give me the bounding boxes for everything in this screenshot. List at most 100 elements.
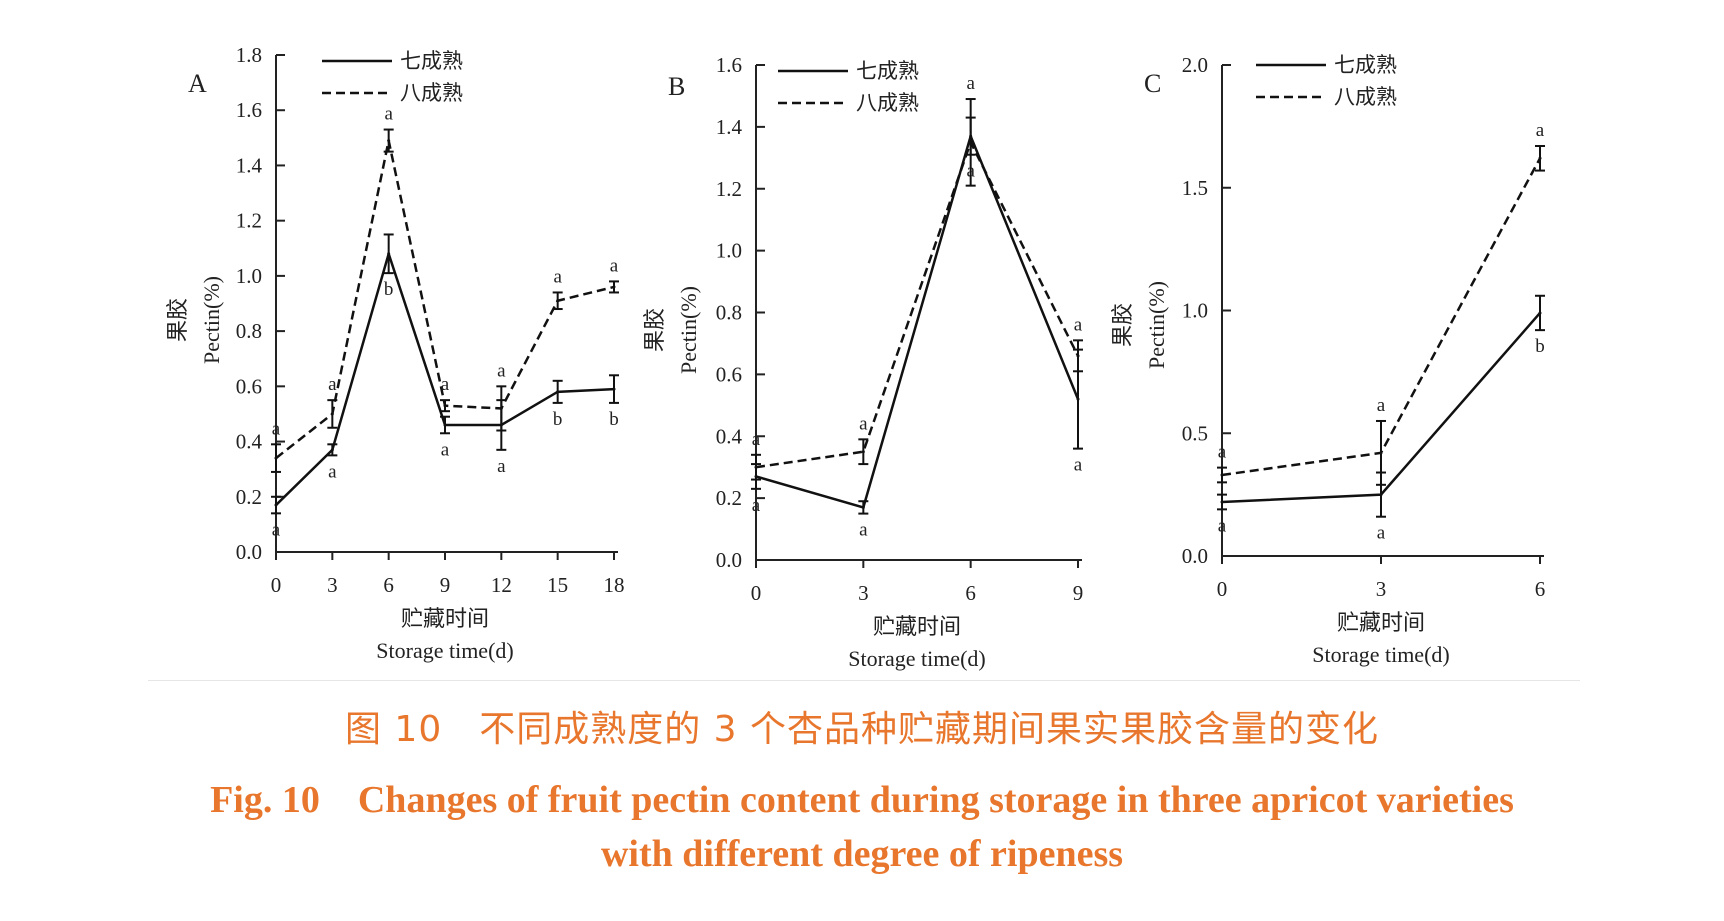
panel-a-legend-series2: 八成熟 <box>400 81 463 105</box>
panel-b-x-tick-label: 3 <box>858 581 869 605</box>
panel-c-legend-series1: 七成熟 <box>1334 53 1397 77</box>
panel-a-y-tick-label: 0.0 <box>236 540 262 564</box>
panel-a-letter: A <box>188 69 207 98</box>
panel-a-series-1-point <box>274 503 278 507</box>
panel-b-y-tick-label: 1.4 <box>716 115 743 139</box>
panel-c-ylabel-zh: 果胶 <box>1110 303 1135 347</box>
panel-a-series-1-point <box>443 423 447 427</box>
panel-a-y-tick-label: 0.8 <box>236 319 262 343</box>
panel-b-series-1-sig-letter: a <box>859 520 868 541</box>
panel-b-x-tick-label: 6 <box>965 581 976 605</box>
panel-c-letter: C <box>1144 69 1161 98</box>
panel-b-series-2-point <box>1076 354 1080 358</box>
panel-a-series-2-sig-letter: a <box>553 266 562 287</box>
panel-b-y-tick-label: 1.0 <box>716 239 742 263</box>
panel-b-ylabel-en: Pectin(%) <box>676 286 701 374</box>
panel-a-y-tick-label: 1.6 <box>236 98 262 122</box>
panel-c-x-tick-label: 3 <box>1376 577 1387 601</box>
panel-c-series-2-sig-letter: a <box>1377 395 1386 416</box>
panel-b-x-tick-label: 9 <box>1073 581 1084 605</box>
panel-b-series-1-sig-letter: a <box>1074 455 1083 476</box>
panel-b-y-tick-label: 1.6 <box>716 53 742 77</box>
panel-b-series-2-point <box>861 450 865 454</box>
caption-english-line2: with different degree of ripeness <box>600 833 1124 875</box>
panel-c-series-1-sig-letter: b <box>1535 336 1545 357</box>
panel-a-xlabel-en: Storage time(d) <box>376 638 513 663</box>
panel-b-y-tick-label: 1.2 <box>716 177 742 201</box>
panel-c-series-1-point <box>1379 493 1383 497</box>
panel-b-series-2-sig-letter: a <box>752 429 761 450</box>
panel-a-legend-series1: 七成熟 <box>400 49 463 73</box>
figure-charts: 0.0 0.2 0.4 0.6 0.8 1.0 1.2 1.4 1.6 1.8 0 3 6 9 12 15 18… <box>165 43 1545 671</box>
panel-a-y-tick-label: 0.6 <box>236 374 262 398</box>
panel-a-x-tick-label: 9 <box>440 573 451 597</box>
caption-english-line1: Fig. 10 Changes of fruit pectin content … <box>210 779 1514 821</box>
panel-a-series-2-sig-letter: a <box>384 104 393 125</box>
panel-a-series-2-point <box>330 412 334 416</box>
panel-c-x-tick-label: 0 <box>1217 577 1228 601</box>
panel-b-series-2-sig-letter: a <box>859 413 868 434</box>
panel-b-series-2-line <box>755 139 1080 469</box>
panel-b-x-tick-label: 0 <box>751 581 762 605</box>
panel-b-y-tick-label: 0.2 <box>716 486 742 510</box>
panel-c-series-2-sig-letter: a <box>1536 120 1545 141</box>
panel-b-ylabel-zh: 果胶 <box>642 308 667 352</box>
panel-b-xlabel-en: Storage time(d) <box>848 646 985 671</box>
panel-c-y-tick-label: 0.5 <box>1182 421 1208 445</box>
panel-a-y-tick-label: 1.4 <box>236 153 263 177</box>
panel-b-xlabel-zh: 贮藏时间 <box>873 614 961 639</box>
panel-a-series-2-sig-letter: a <box>441 374 450 395</box>
panel-a-y-tick-label: 1.0 <box>236 264 262 288</box>
caption-chinese: 图 10 不同成熟度的 3 个杏品种贮藏期间果实果胶含量的变化 <box>344 709 1380 750</box>
panel-a-series-2-point <box>556 299 560 303</box>
panel-c-series-2-point <box>1220 473 1224 477</box>
panel-a-y-tick-label: 0.2 <box>236 485 262 509</box>
panel-a-series-2-point <box>387 139 391 143</box>
panel-a-x-tick-label: 3 <box>327 573 338 597</box>
panel-a-series-1-sig-letter: a <box>328 461 337 482</box>
panel-a-series-1-sig-letter: a <box>441 439 450 460</box>
panel-a-y-tick-label: 1.2 <box>236 209 262 233</box>
panel-a-series-1-sig-letter: b <box>553 409 563 430</box>
panel-a-series-1-sig-letter: b <box>384 279 394 300</box>
panel-a-series-1-sig-letter: a <box>497 456 506 477</box>
panel-b-legend-series2: 八成熟 <box>856 91 919 115</box>
panel-a-ylabel-zh: 果胶 <box>165 298 190 342</box>
panel-b-series-1-sig-letter: a <box>752 495 761 516</box>
panel-b-y-tick-label: 0.8 <box>716 301 742 325</box>
panel-b-series-1-point <box>861 505 865 509</box>
panel-a-series-2-sig-letter: a <box>272 418 281 439</box>
panel-a-series-2-sig-letter: a <box>328 374 337 395</box>
panel-c-y-tick-label: 1.5 <box>1182 176 1208 200</box>
panel-c-series-1-point <box>1220 500 1224 504</box>
panel-c-xlabel-zh: 贮藏时间 <box>1337 610 1425 635</box>
panel-a-y-tick-label: 0.4 <box>236 430 263 454</box>
panel-a-y-tick-label: 1.8 <box>236 43 262 67</box>
panel-a-x-tick-label: 15 <box>547 573 568 597</box>
panel-a-ylabel-en: Pectin(%) <box>199 276 224 364</box>
panel-a-series-1-point <box>612 387 616 391</box>
panel-a-series-2-point <box>612 285 616 289</box>
panel-c-ylabel-en: Pectin(%) <box>1144 281 1169 369</box>
panel-a-series-2-sig-letter: a <box>497 360 506 381</box>
panel-c-series-2-sig-letter: a <box>1218 442 1227 463</box>
panel-c-series-2-point <box>1538 156 1542 160</box>
panel-c-y-tick-label: 2.0 <box>1182 53 1208 77</box>
panel-b-letter: B <box>668 72 685 101</box>
panel-b-series-2-point <box>969 140 973 144</box>
panel-c-y-tick-label: 1.0 <box>1182 299 1208 323</box>
panel-b-legend-series1: 七成熟 <box>856 59 919 83</box>
panel-c-series-2-point <box>1379 451 1383 455</box>
panel-c-series-1-sig-letter: a <box>1218 515 1227 536</box>
panel-b-series-1-line <box>755 132 1080 509</box>
panel-a-x-tick-label: 6 <box>383 573 394 597</box>
panel-a-series-1-point <box>387 252 391 256</box>
panel-b-y-tick-label: 0.6 <box>716 362 742 386</box>
panel-b-y-tick-label: 0.4 <box>716 424 743 448</box>
panel-a-series-2-point <box>443 404 447 408</box>
panel-c-xlabel-en: Storage time(d) <box>1312 642 1449 667</box>
panel-b-y-tick-label: 0.0 <box>716 548 742 572</box>
panel-c-y-tick-label: 0.0 <box>1182 544 1208 568</box>
panel-c-series-1-point <box>1538 311 1542 315</box>
panel-a-series-2-sig-letter: a <box>610 255 619 276</box>
